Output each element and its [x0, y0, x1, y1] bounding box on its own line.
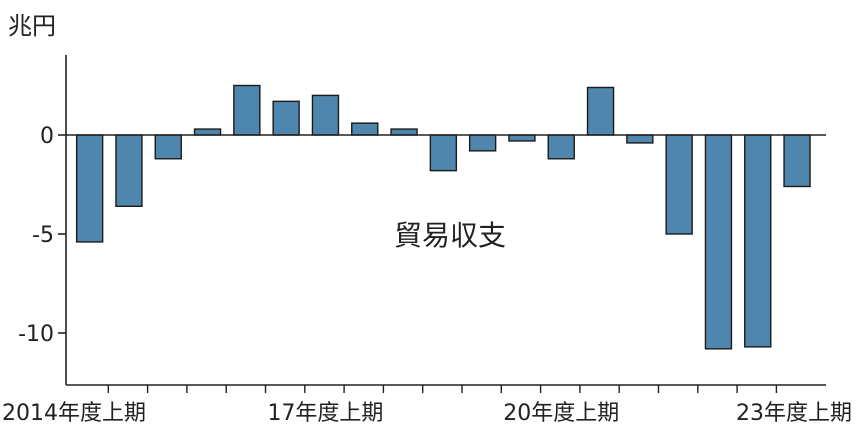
x-tick-label: 2014年度上期 — [2, 401, 146, 426]
bar — [468, 134, 497, 152]
bar — [390, 128, 418, 136]
bar — [311, 94, 340, 136]
bar — [626, 134, 654, 144]
y-axis-unit-label: 兆円 — [8, 12, 56, 40]
x-tick-label: 17年度上期 — [267, 401, 383, 426]
bars — [75, 84, 811, 350]
bar — [508, 134, 536, 142]
bar — [665, 134, 693, 235]
bar — [272, 100, 300, 136]
bar — [547, 134, 575, 160]
x-tick-label: 23年度上期 — [736, 401, 852, 426]
bar — [429, 134, 458, 172]
bar — [193, 128, 222, 136]
series-label: 貿易収支 — [394, 219, 506, 252]
bar — [744, 134, 772, 348]
bar — [351, 122, 379, 136]
bar — [233, 84, 261, 136]
bar — [783, 134, 811, 188]
y-tick-label: -5 — [32, 223, 54, 248]
bar — [75, 134, 104, 243]
y-tick-label: -10 — [18, 322, 54, 347]
bar — [115, 134, 143, 207]
y-tick-label: 0 — [40, 124, 54, 149]
x-axis-ticks: 2014年度上期 17年度上期 20年度上期 23年度上期 — [2, 385, 852, 426]
y-axis-ticks: 0 -5 -10 — [18, 124, 66, 347]
bar — [586, 86, 615, 136]
bar — [154, 134, 182, 160]
bar — [704, 134, 733, 350]
x-tick-label: 20年度上期 — [503, 401, 619, 426]
